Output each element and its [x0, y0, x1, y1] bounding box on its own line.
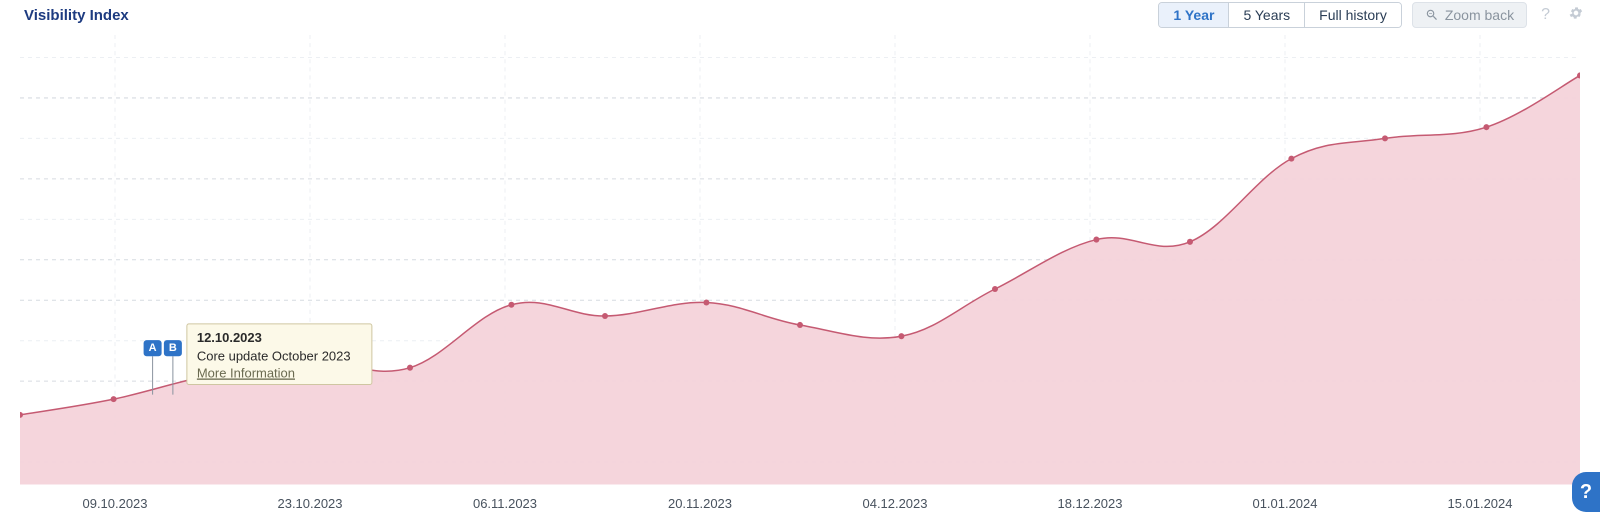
- zoom-out-icon: [1425, 8, 1439, 22]
- data-point[interactable]: [797, 322, 803, 328]
- data-point[interactable]: [1483, 124, 1489, 130]
- x-tick-label: 01.01.2024: [1253, 496, 1318, 511]
- x-tick-label: 15.01.2024: [1448, 496, 1513, 511]
- range-1-year[interactable]: 1 Year: [1159, 3, 1229, 27]
- floating-help-icon[interactable]: ?: [1572, 472, 1600, 512]
- data-point[interactable]: [1187, 239, 1193, 245]
- x-tick-label: 04.12.2023: [863, 496, 928, 511]
- time-range-group: 1 Year 5 Years Full history: [1158, 2, 1401, 28]
- zoom-back-label: Zoom back: [1445, 7, 1514, 23]
- chart-area: [20, 75, 1580, 484]
- data-point[interactable]: [111, 396, 117, 402]
- data-point[interactable]: [602, 313, 608, 319]
- x-tick-label: 20.11.2023: [668, 496, 732, 511]
- data-point[interactable]: [703, 299, 709, 305]
- panel-title: Visibility Index: [24, 7, 129, 24]
- visibility-chart[interactable]: 09.10.2023 23.10.2023 06.11.2023 20.11.2023…: [20, 35, 1580, 528]
- help-icon[interactable]: ?: [1537, 6, 1554, 24]
- x-tick-label: 23.10.2023: [278, 496, 343, 511]
- x-tick-label: 06.11.2023: [473, 496, 537, 511]
- tooltip-text: Core update October 2023: [197, 348, 351, 363]
- range-full-history[interactable]: Full history: [1305, 3, 1401, 27]
- tooltip-link[interactable]: More Information: [197, 365, 295, 380]
- data-point[interactable]: [1093, 237, 1099, 243]
- data-point[interactable]: [508, 302, 514, 308]
- header-controls: 1 Year 5 Years Full history Zoom back ?: [1158, 2, 1588, 28]
- panel-header: Visibility Index 1 Year 5 Years Full his…: [0, 0, 1600, 30]
- data-point[interactable]: [1288, 156, 1294, 162]
- event-marker-a[interactable]: A: [144, 340, 162, 395]
- svg-text:A: A: [149, 342, 157, 354]
- x-tick-label: 09.10.2023: [83, 496, 148, 511]
- range-5-years[interactable]: 5 Years: [1229, 3, 1305, 27]
- event-tooltip: 12.10.2023 Core update October 2023 More I…: [187, 324, 372, 385]
- visibility-index-panel: Visibility Index 1 Year 5 Years Full his…: [0, 0, 1600, 532]
- data-point[interactable]: [1382, 135, 1388, 141]
- data-point[interactable]: [407, 365, 413, 371]
- data-point[interactable]: [992, 286, 998, 292]
- chart-container: 09.10.2023 23.10.2023 06.11.2023 20.11.2023…: [20, 35, 1580, 528]
- svg-text:B: B: [169, 342, 177, 354]
- data-point[interactable]: [898, 333, 904, 339]
- x-tick-label: 18.12.2023: [1058, 496, 1123, 511]
- gear-icon[interactable]: [1564, 5, 1588, 26]
- zoom-back-button[interactable]: Zoom back: [1412, 2, 1527, 28]
- tooltip-date: 12.10.2023: [197, 330, 262, 345]
